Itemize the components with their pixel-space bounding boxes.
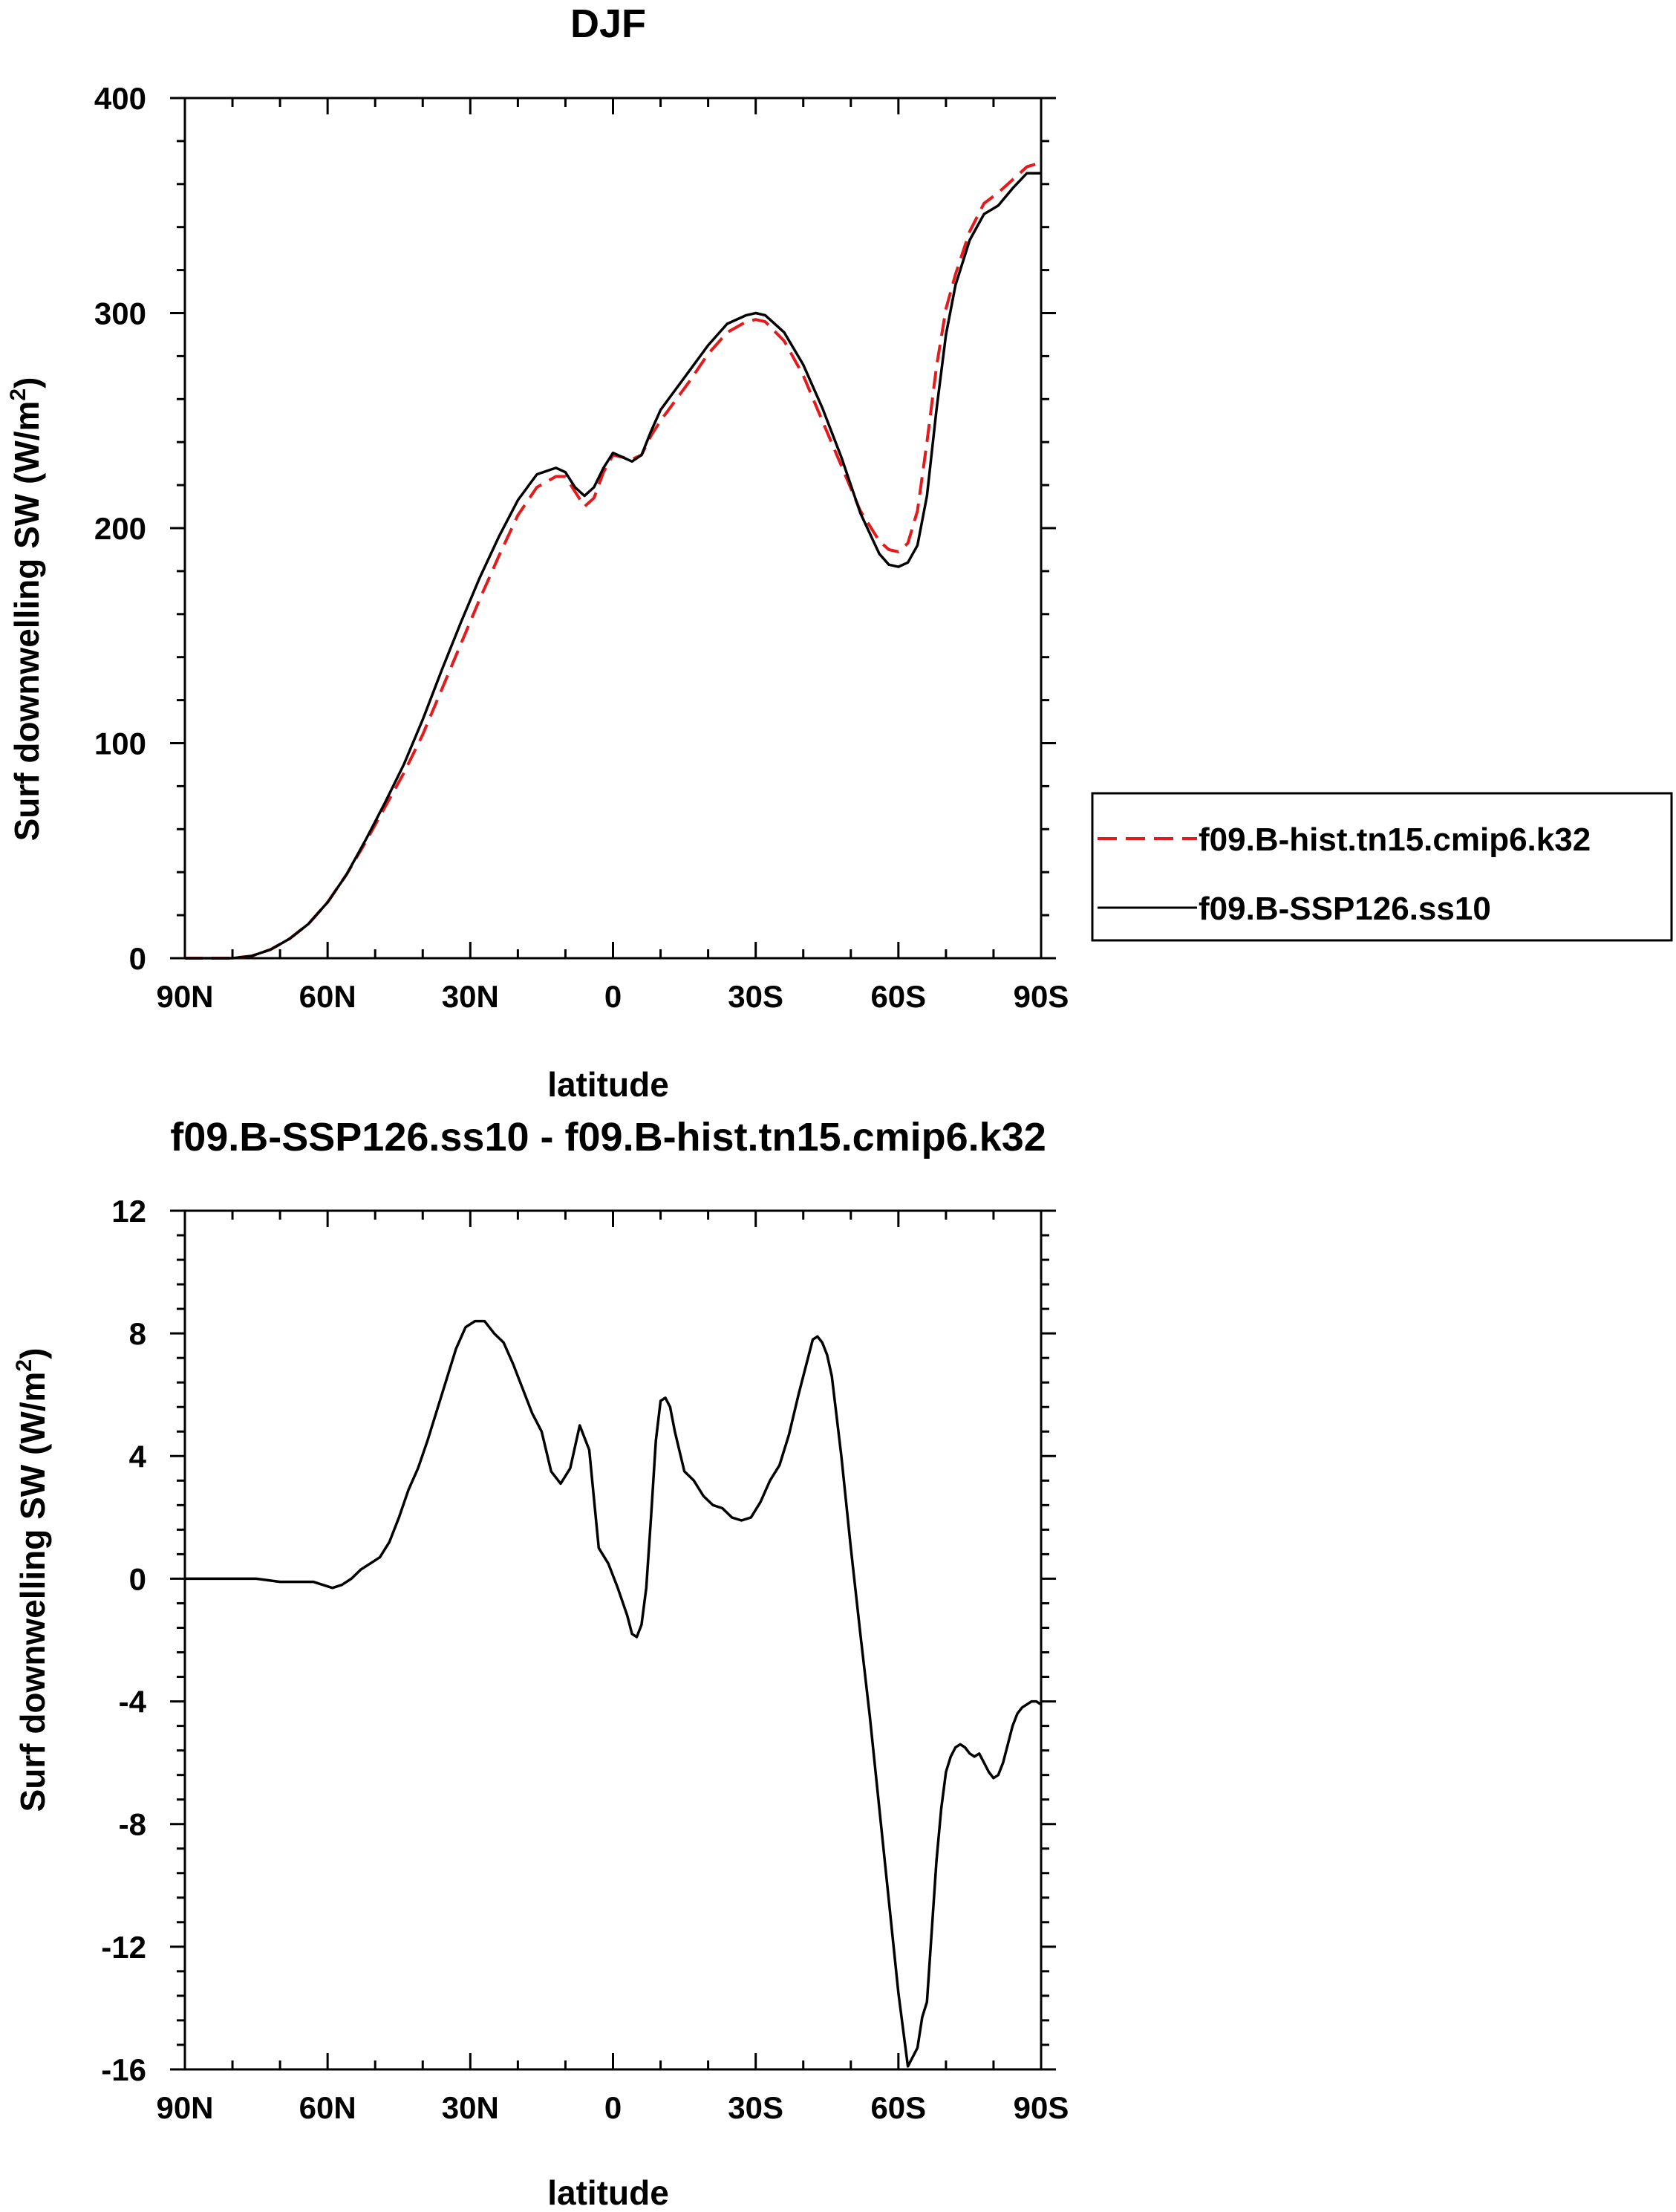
top-y-tick-label: 0 xyxy=(129,941,146,976)
bottom-plot-area: 90N 60N 30N 0 30S 60S 90S -16 -12 -8 -4 0 4 8 12 xyxy=(101,1194,1069,2125)
top-panel: DJF 90N 60N 30N 0 30S 60S 90S 0 100 200 300 400 lat… xyxy=(6,1,1673,1104)
top-x-tick-label: 90S xyxy=(1014,979,1069,1014)
top-x-tick-label: 30S xyxy=(728,979,783,1014)
legend-box xyxy=(1091,792,1673,942)
top-x-tick-label: 60S xyxy=(870,979,926,1014)
bottom-y-tick-label: -16 xyxy=(101,2052,146,2087)
bottom-y-axis-label: Surf downwelling SW (W/m2) xyxy=(12,1348,52,1812)
top-x-tick-label: 60N xyxy=(299,979,356,1014)
top-x-tick-label: 0 xyxy=(604,979,622,1014)
bottom-x-tick-label: 90N xyxy=(156,2090,213,2125)
bottom-series-line-ssp xyxy=(185,1319,1042,2068)
bottom-y-tick-label: -8 xyxy=(119,1807,146,1842)
bottom-y-axis-label-main: Surf downwelling SW (W/m xyxy=(13,1372,52,1812)
bottom-y-tick-label: 4 xyxy=(129,1439,147,1474)
top-panel-title: DJF xyxy=(570,1,646,46)
top-series-line-hist xyxy=(185,160,1042,960)
legend: f09.B-hist.tn15.cmip6.k32 f09.B-SSP126.s… xyxy=(1091,792,1673,942)
top-x-axis-label: latitude xyxy=(547,1065,669,1104)
top-y-axis-label-main: Surf downwelling SW (W/m xyxy=(7,401,46,842)
top-y-axis-label: Surf downwelling SW (W/m2) xyxy=(6,377,46,842)
bottom-y-tick-label: -4 xyxy=(119,1685,147,1720)
top-x-tick-label: 90N xyxy=(156,979,213,1014)
top-y-tick-label: 300 xyxy=(94,296,146,331)
top-plot-area: 90N 60N 30N 0 30S 60S 90S 0 100 200 300 400 xyxy=(94,81,1069,1014)
bottom-x-tick-label: 30N xyxy=(442,2090,499,2125)
bottom-panel-title: f09.B-SSP126.ss10 - f09.B-hist.tn15.cmip… xyxy=(170,1115,1046,1159)
bottom-x-tick-label: 60S xyxy=(870,2090,926,2125)
top-y-tick-label: 200 xyxy=(94,511,146,546)
bottom-panel: f09.B-SSP126.ss10 - f09.B-hist.tn15.cmip… xyxy=(12,1115,1069,2212)
bottom-y-tick-label: 0 xyxy=(129,1561,146,1596)
bottom-y-tick-label: 8 xyxy=(129,1316,146,1351)
top-x-tick-label: 30N xyxy=(442,979,499,1014)
top-y-tick-label: 100 xyxy=(94,726,146,761)
bottom-x-tick-label: 30S xyxy=(728,2090,783,2125)
bottom-y-axis-label-close: ) xyxy=(13,1348,52,1359)
bottom-x-axis-label: latitude xyxy=(547,2173,669,2212)
bottom-y-axis-label-superscript: 2 xyxy=(12,1359,36,1372)
bottom-y-tick-label: 12 xyxy=(111,1194,146,1229)
top-y-tick-label: 400 xyxy=(94,81,146,116)
bottom-x-tick-label: 60N xyxy=(299,2090,356,2125)
legend-label-hist: f09.B-hist.tn15.cmip6.k32 xyxy=(1199,822,1591,858)
bottom-y-tick-label: -12 xyxy=(101,1930,146,1965)
top-series-line-ssp xyxy=(185,172,1041,960)
legend-label-ssp: f09.B-SSP126.ss10 xyxy=(1199,891,1491,927)
bottom-x-tick-label: 90S xyxy=(1014,2090,1069,2125)
bottom-x-tick-label: 0 xyxy=(604,2090,622,2125)
top-y-axis-label-close: ) xyxy=(7,377,46,388)
top-y-axis-label-superscript: 2 xyxy=(6,388,30,401)
